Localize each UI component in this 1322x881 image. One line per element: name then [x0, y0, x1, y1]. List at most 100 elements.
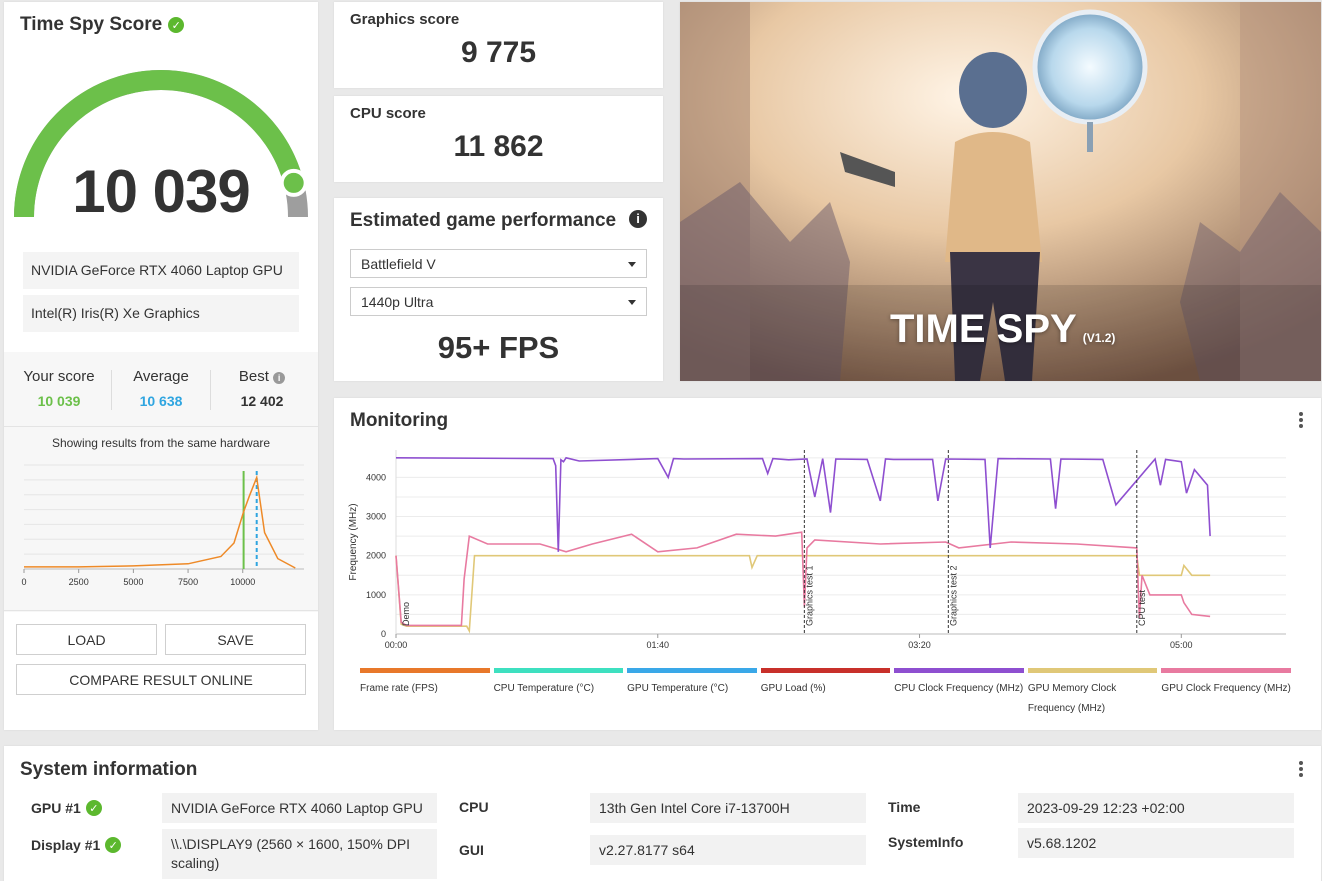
legend-label: GPU Temperature (°C): [627, 683, 729, 694]
x-tick-label: 10000: [230, 577, 255, 587]
legend-item[interactable]: Frame rate (FPS): [360, 668, 490, 699]
legend-item[interactable]: CPU Clock Frequency (MHz): [894, 668, 1024, 699]
display-label-text: Display #1: [31, 837, 101, 853]
y-tick-label: 1000: [366, 590, 386, 600]
hardware-gpu: NVIDIA GeForce RTX 4060 Laptop GPU: [23, 252, 299, 289]
monitoring-chart: 0 1000 2000 3000 4000 00:00 01:40 03:20 05:00 Fre…: [348, 450, 1286, 650]
hardware-igpu: Intel(R) Iris(R) Xe Graphics: [23, 295, 299, 332]
info-icon[interactable]: i: [629, 210, 647, 228]
divider: [4, 610, 318, 611]
gpu-value: NVIDIA GeForce RTX 4060 Laptop GPU: [162, 793, 437, 823]
benchmark-hero-image: TIME SPY (V1.2): [680, 2, 1321, 381]
cpu-score-card: CPU score 11 862: [334, 96, 663, 182]
time-value: 2023-09-29 12:23 +02:00: [1018, 793, 1294, 823]
game-select[interactable]: Battlefield V: [350, 249, 647, 278]
graphics-score-value: 9 775: [460, 36, 537, 69]
score-title: Time Spy Score ✓: [20, 14, 185, 36]
x-tick-label: 2500: [69, 577, 89, 587]
legend-label: Frame rate (FPS): [360, 683, 438, 694]
test-marker-label: Demo: [401, 602, 411, 626]
test-marker-label: CPU test: [1137, 589, 1147, 626]
gpu-label-text: GPU #1: [31, 800, 81, 816]
gauge-knob: [279, 168, 308, 197]
series-line: [395, 531, 1211, 627]
x-tick-label: 0: [21, 577, 26, 587]
x-tick-label: 05:00: [1170, 640, 1193, 650]
average-score: Average 10 638: [111, 368, 211, 409]
legend-swatch: [894, 668, 1024, 673]
hero-artwork: [680, 2, 1321, 381]
test-marker-label: Graphics test 1: [804, 565, 814, 626]
system-information-card: System information GPU #1 ✓ NVIDIA GeForc…: [4, 746, 1321, 881]
same-hardware-text: Showing results from the same hardware: [51, 436, 271, 450]
your-score-value: 10 039: [37, 393, 81, 409]
check-icon: ✓: [105, 837, 122, 853]
monitoring-card: Monitoring 0 1000 2000 3000 4000 00:00 01:40 03…: [334, 398, 1321, 730]
divider: [210, 370, 211, 410]
fps-value: 95+ FPS: [437, 330, 560, 365]
graphics-score-label: Graphics score: [350, 11, 460, 28]
more-options-icon[interactable]: [1299, 412, 1303, 428]
legend-swatch: [493, 668, 624, 673]
test-marker-label: Graphics test 2: [948, 565, 958, 626]
x-tick-label: 7500: [178, 577, 198, 587]
preset-select[interactable]: 1440p Ultra: [350, 287, 647, 316]
legend-item[interactable]: GPU Temperature (°C): [627, 668, 757, 699]
y-tick-label: 3000: [366, 512, 386, 522]
cpu-score-label: CPU score: [350, 105, 426, 122]
legend-swatch: [627, 668, 757, 673]
best-label: Best i: [212, 368, 312, 385]
y-tick-label: 2000: [366, 551, 386, 561]
estimated-performance-title: Estimated game performance: [350, 210, 617, 231]
score-title-text: Time Spy Score: [20, 14, 163, 35]
info-icon[interactable]: i: [273, 372, 286, 384]
legend-swatch: [1161, 668, 1291, 673]
gpu-label: GPU #1 ✓: [31, 800, 102, 816]
legend-label: CPU Temperature (°C): [493, 683, 595, 694]
estimated-performance-card: Estimated game performance i Battlefield…: [334, 198, 663, 381]
x-tick-label: 03:20: [908, 640, 931, 650]
preset-select-value: 1440p Ultra: [361, 294, 434, 310]
your-score-label: Your score: [23, 368, 95, 385]
best-label-text: Best: [238, 368, 269, 385]
average-label: Average: [133, 368, 189, 385]
legend-label: GPU Load (%): [760, 683, 826, 694]
legend-swatch: [360, 668, 490, 673]
legend-item[interactable]: GPU Clock Frequency (MHz): [1161, 668, 1291, 699]
legend-swatch: [1027, 668, 1158, 673]
game-select-value: Battlefield V: [361, 256, 436, 272]
system-information-title: System information: [20, 759, 198, 780]
time-label: Time: [888, 799, 921, 815]
legend-item[interactable]: GPU Load (%): [760, 668, 891, 699]
legend-swatch: [760, 668, 891, 673]
hero-version: (V1.2): [1082, 331, 1116, 345]
systeminfo-label: SystemInfo: [888, 834, 964, 850]
display-label: Display #1 ✓: [31, 837, 122, 853]
compare-online-button[interactable]: COMPARE RESULT ONLINE: [16, 664, 306, 695]
load-button[interactable]: LOAD: [16, 624, 157, 655]
x-tick-label: 5000: [123, 577, 143, 587]
cpu-value: 13th Gen Intel Core i7-13700H: [590, 793, 866, 823]
check-icon: ✓: [85, 800, 102, 816]
monitoring-title: Monitoring: [350, 410, 449, 431]
legend-item[interactable]: GPU Memory Clock Frequency (MHz): [1027, 668, 1158, 719]
y-axis-label: Frequency (MHz): [348, 503, 359, 580]
more-options-icon[interactable]: [1299, 761, 1303, 777]
cpu-label: CPU: [459, 799, 489, 815]
graphics-score-card: Graphics score 9 775: [334, 2, 663, 88]
divider: [4, 426, 318, 427]
average-value: 10 638: [139, 393, 183, 409]
cpu-score-value: 11 862: [453, 130, 544, 163]
score-card: Time Spy Score ✓ 10 039 NVIDIA GeForce R…: [4, 2, 318, 730]
distribution-chart: 0 2500 5000 7500 10000: [21, 464, 304, 587]
legend-label: GPU Memory Clock Frequency (MHz): [1027, 683, 1117, 714]
series-line: [395, 554, 1211, 634]
series-line: [395, 456, 1211, 552]
save-button[interactable]: SAVE: [165, 624, 306, 655]
divider: [111, 370, 112, 410]
hero-title-text: TIME SPY: [890, 307, 1077, 351]
best-value: 12 402: [240, 393, 284, 409]
monitoring-legend: Frame rate (FPS) CPU Temperature (°C) GPU …: [360, 668, 1295, 718]
score-gauge: [14, 69, 308, 218]
legend-item[interactable]: CPU Temperature (°C): [493, 668, 624, 699]
